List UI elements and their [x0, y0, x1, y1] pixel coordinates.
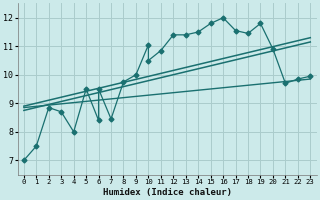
- X-axis label: Humidex (Indice chaleur): Humidex (Indice chaleur): [103, 188, 232, 197]
